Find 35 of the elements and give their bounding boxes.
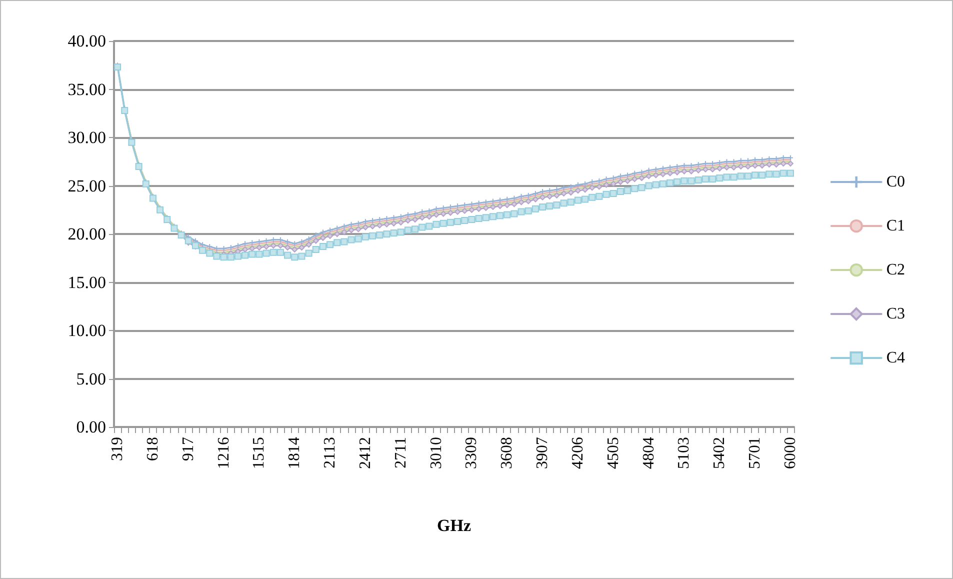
x-tick-label: 2412 (356, 437, 374, 469)
x-tick-label: 1216 (215, 437, 232, 469)
x-tick-label: 1515 (250, 437, 268, 469)
x-tick-label: 4505 (604, 437, 622, 469)
x-tick-label: 1814 (286, 437, 304, 469)
legend-label: C2 (886, 262, 905, 278)
x-tick-label: 319 (109, 437, 126, 461)
x-tick-label: 5701 (746, 437, 764, 469)
x-tick-label: 5402 (711, 437, 728, 469)
x-tick-label: 3309 (463, 437, 480, 469)
legend-label: C1 (886, 218, 905, 234)
legend-label: C0 (886, 174, 905, 190)
x-tick-label: 2711 (392, 437, 410, 468)
x-tick-label: 618 (144, 437, 162, 461)
x-tick-label: 4206 (569, 437, 586, 469)
y-tick-label: 35.00 (68, 80, 106, 99)
y-tick-label: 20.00 (68, 224, 106, 244)
legend-label: C3 (886, 306, 905, 322)
x-tick-label: 3608 (498, 437, 516, 469)
x-tick-label: 5103 (676, 437, 693, 469)
y-tick-label: 40.00 (68, 32, 106, 50)
legend-label: C4 (886, 350, 905, 366)
x-axis-title: GHz (437, 516, 472, 535)
x-tick-label: 3907 (534, 437, 552, 469)
y-tick-label: 30.00 (68, 128, 106, 147)
y-tick-label: 5.00 (76, 369, 106, 388)
y-tick-label: 0.00 (76, 418, 106, 436)
x-tick-label: 917 (180, 437, 197, 461)
y-tick-label: 10.00 (68, 321, 106, 340)
x-tick-label: 6000 (782, 437, 799, 469)
x-tick-label: 2113 (322, 437, 339, 468)
y-tick-label: 15.00 (68, 272, 106, 292)
x-tick-label: 3010 (428, 437, 445, 469)
x-tick-label: 4804 (640, 437, 658, 469)
y-tick-label: 25.00 (68, 176, 106, 196)
